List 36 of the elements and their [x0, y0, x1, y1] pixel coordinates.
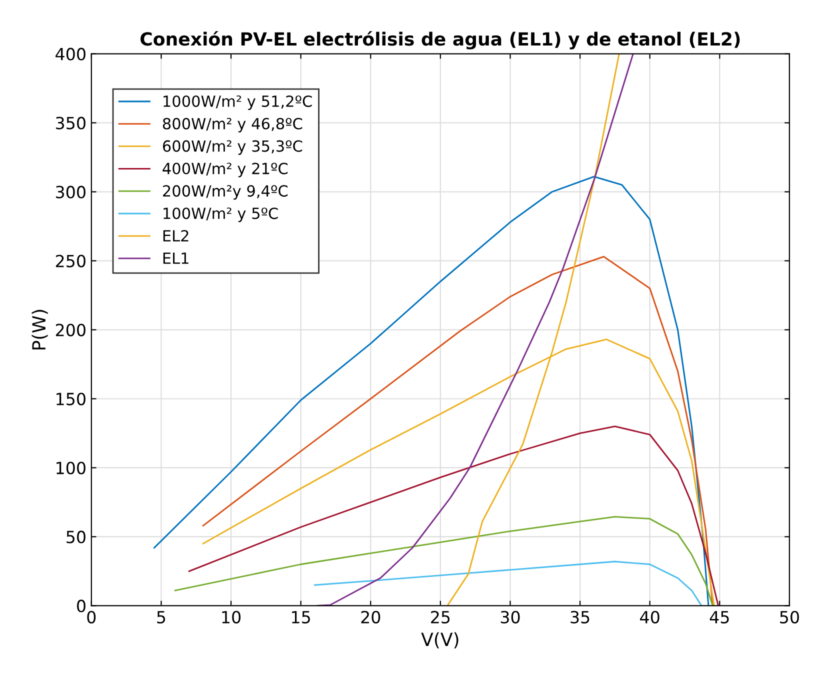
x-tick-label: 5	[157, 611, 166, 624]
y-tick-label: 50	[66, 530, 86, 544]
legend-label: 100W/m² y 5ºC	[164, 208, 278, 222]
chart-title: Conexión PV-EL electrólisis de agua (EL1) y de etanol (EL2)	[140, 31, 740, 50]
x-tick-label: 10	[222, 610, 241, 624]
x-tick-label: 35	[570, 610, 590, 624]
line-series	[314, 560, 702, 606]
y-tick-label: 100	[56, 462, 86, 474]
legend-label: EL2	[163, 230, 188, 242]
line-series	[153, 176, 710, 606]
legend-label: 1000W/m² y 51,2ºC	[164, 95, 312, 110]
x-tick-label: 15	[292, 611, 310, 624]
line-series	[188, 426, 720, 606]
y-tick-label: 200	[56, 324, 86, 336]
x-tick-label: 45	[710, 611, 729, 624]
y-tick-label: 0	[77, 600, 86, 612]
x-axis-title: V(V)	[421, 632, 458, 648]
y-tick-label: 300	[56, 186, 86, 198]
y-tick-label: 150	[56, 392, 86, 406]
legend-label: 800W/m² y 46,8ºC	[162, 118, 302, 132]
legend-label: 400W/m² y 21ºC	[162, 162, 288, 178]
line-series	[202, 256, 714, 606]
x-tick-label: 50	[780, 610, 799, 624]
x-tick-label: 20	[361, 610, 380, 624]
y-tick-label: 350	[56, 116, 86, 130]
line-series	[174, 516, 714, 606]
x-tick-label: 30	[500, 610, 520, 624]
y-tick-label: 400	[56, 48, 86, 60]
x-tick-label: 0	[87, 610, 96, 624]
y-tick-label: 250	[56, 254, 86, 268]
x-tick-label: 25	[431, 610, 450, 624]
legend-label: 600W/m² y 35,3ºC	[162, 140, 302, 155]
legend-label: 200W/m²y 9,4ºC	[163, 185, 288, 200]
y-axis-title: P(W)	[32, 310, 48, 350]
legend-label: EL1	[163, 252, 188, 264]
x-tick-label: 40	[640, 610, 660, 624]
